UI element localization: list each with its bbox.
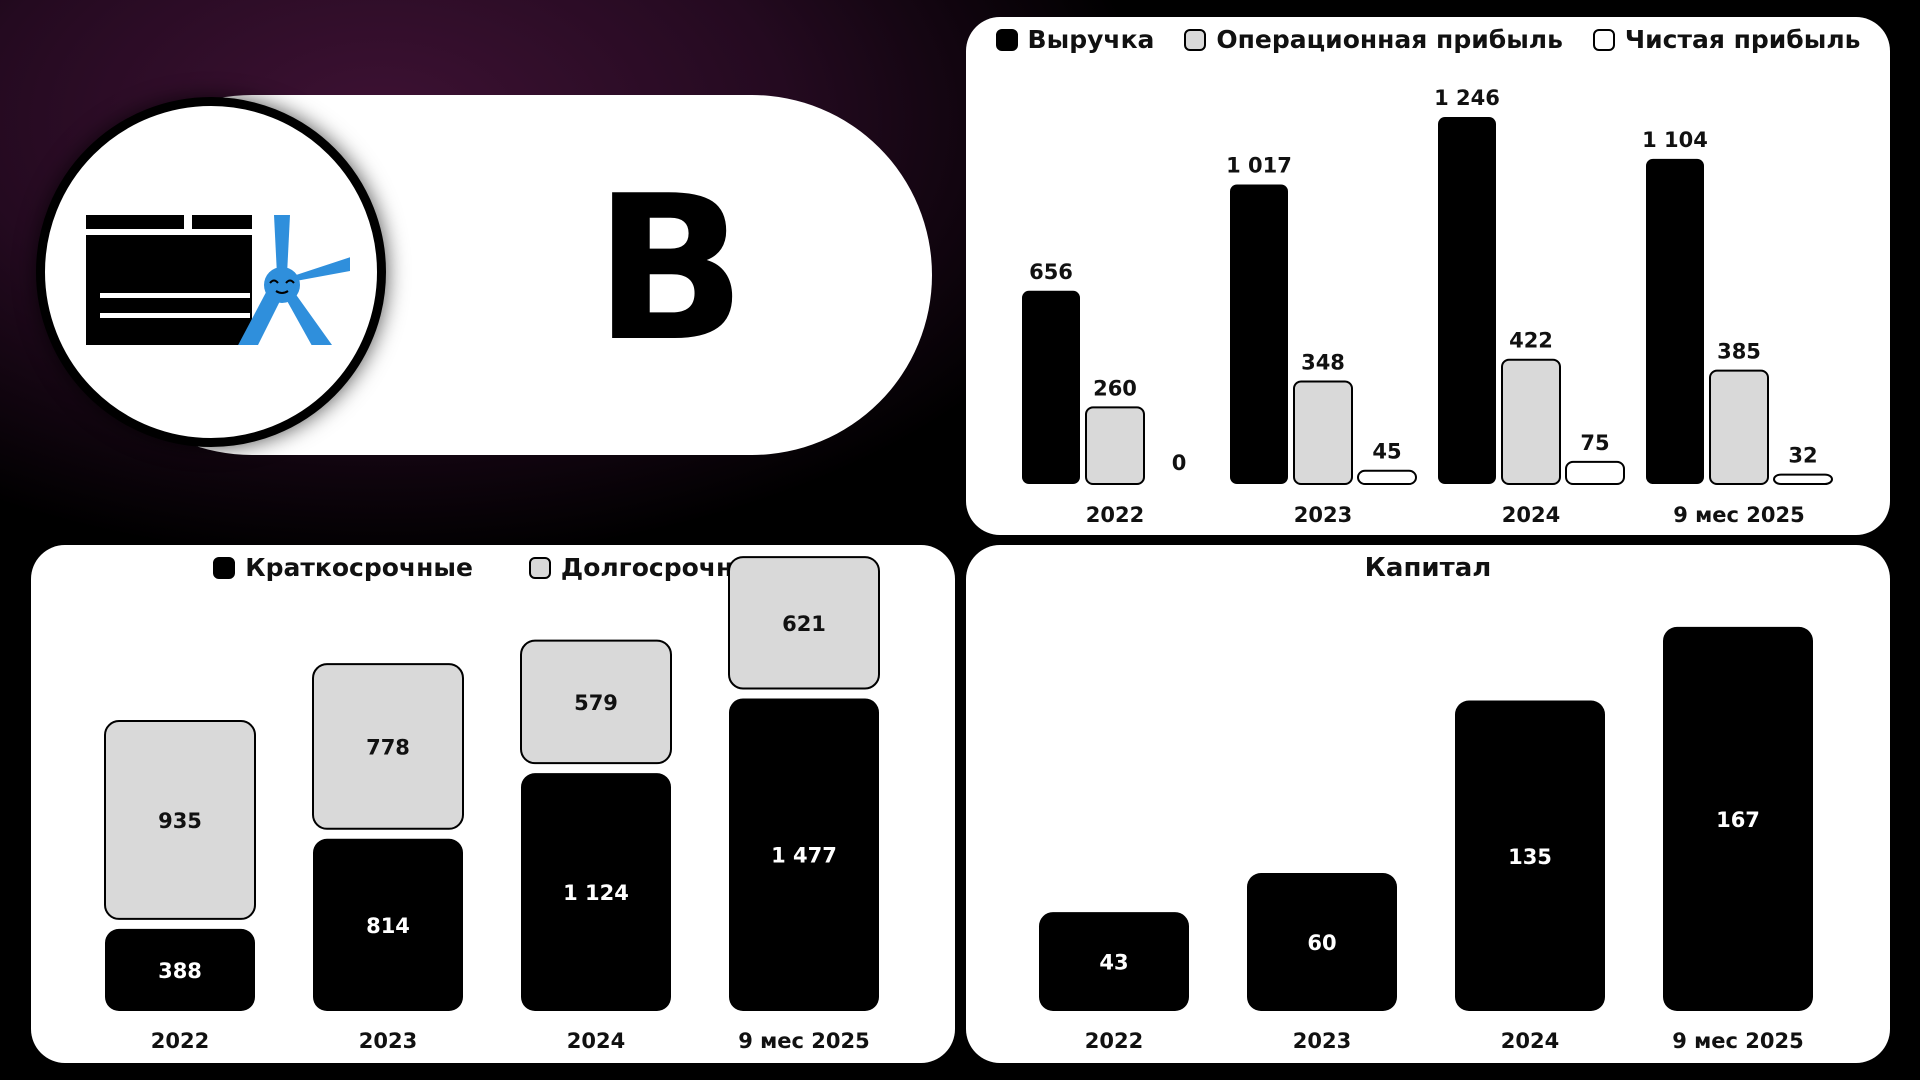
legend-label: Выручка: [1027, 25, 1155, 54]
bar: [1501, 358, 1561, 486]
data-label: 814: [366, 914, 410, 938]
data-label: 778: [366, 735, 410, 759]
bar-long-term: [520, 639, 672, 765]
bar-long-term: [728, 556, 880, 690]
data-label: 43: [1099, 951, 1128, 975]
bar-long-term: [312, 663, 464, 830]
bar-short-term: [521, 773, 671, 1011]
data-label: 75: [1580, 431, 1609, 455]
x-tick-label: 9 мес 2025: [1673, 503, 1805, 527]
bar: [1293, 380, 1353, 486]
data-label: 422: [1509, 329, 1553, 353]
bar: [1438, 117, 1496, 484]
legend-label: Чистая прибыль: [1624, 25, 1861, 54]
x-tick-label: 2022: [1086, 503, 1144, 527]
x-tick-label: 2024: [1501, 1029, 1559, 1053]
bar-long-term: [104, 720, 256, 920]
data-label: 1 477: [771, 844, 837, 868]
x-tick-label: 2023: [1293, 1029, 1351, 1053]
capital-chart: 43 2022 60 2023 135 2024 167 9 мес 2025: [1039, 626, 1813, 1053]
bar: [1022, 290, 1080, 484]
x-tick-label: 2023: [1294, 503, 1352, 527]
bar-short-term: [729, 698, 879, 1011]
data-label: 656: [1029, 260, 1073, 284]
data-label: 1 124: [563, 881, 629, 905]
bar: [1357, 469, 1417, 485]
x-tick-label: 2023: [359, 1029, 417, 1053]
data-label: 45: [1372, 440, 1401, 464]
bar: [1247, 873, 1397, 1011]
bar: [1709, 369, 1769, 485]
legend-swatch-gray: [528, 556, 551, 579]
data-label: 579: [574, 691, 618, 715]
bar-short-term: [313, 838, 463, 1011]
brand-letter: В: [593, 153, 747, 386]
bar: [1230, 184, 1288, 484]
legend-item-short-term: Краткосрочные: [213, 553, 473, 582]
legend-label: Операционная прибыль: [1216, 25, 1563, 54]
data-label: 621: [782, 612, 826, 636]
bar-short-term: [105, 928, 255, 1011]
income-chart-panel: Выручка Операционная прибыль Чистая приб…: [966, 17, 1890, 535]
bar: [1565, 460, 1625, 486]
income-legend: Выручка Операционная прибыль Чистая приб…: [966, 25, 1890, 54]
x-tick-label: 9 мес 2025: [738, 1029, 870, 1053]
data-label: 60: [1307, 931, 1336, 955]
bar: [1455, 700, 1605, 1011]
data-label: 388: [158, 959, 202, 983]
legend-item-operating-profit: Операционная прибыль: [1184, 25, 1563, 54]
data-label: 1 104: [1642, 128, 1708, 152]
data-label: 135: [1508, 845, 1552, 869]
x-tick-label: 2022: [1085, 1029, 1143, 1053]
x-tick-label: 9 мес 2025: [1672, 1029, 1804, 1053]
bar: [1039, 912, 1189, 1011]
legend-swatch-gray: [1184, 28, 1207, 51]
debt-chart: 388 935 2022 814 778 2023 1 124 579 2024 1 477 621…: [104, 556, 880, 1053]
data-label: 32: [1788, 444, 1817, 468]
bar: [1646, 158, 1704, 484]
company-logo-icon: [86, 215, 350, 345]
bar: [1773, 473, 1833, 485]
legend-swatch-black: [213, 556, 236, 579]
data-label: 0: [1172, 451, 1187, 475]
bar: [1085, 406, 1145, 485]
bar: [1663, 626, 1813, 1011]
income-chart: 656 260 0 2022 1 017 348 45 2023 1 246 422 75 2024 1…: [1022, 86, 1833, 527]
legend-swatch-white: [1592, 28, 1615, 51]
data-label: 348: [1301, 351, 1345, 375]
legend-swatch-black: [995, 28, 1018, 51]
capital-chart-panel: Капитал 43 2022 60 2023 135 2024 167 9 мес 2025: [966, 545, 1890, 1063]
capital-chart-title: Капитал: [1364, 553, 1492, 583]
data-label: 260: [1093, 376, 1137, 400]
legend-label: Краткосрочные: [245, 553, 473, 582]
x-tick-label: 2024: [567, 1029, 625, 1053]
data-label: 1 017: [1226, 153, 1292, 177]
x-tick-label: 2024: [1502, 503, 1560, 527]
x-tick-label: 2022: [151, 1029, 209, 1053]
data-label: 1 246: [1434, 86, 1500, 110]
data-label: 167: [1716, 808, 1760, 832]
data-label: 935: [158, 809, 202, 833]
legend-item-net-profit: Чистая прибыль: [1592, 25, 1861, 54]
legend-item-revenue: Выручка: [995, 25, 1155, 54]
debt-chart-panel: Краткосрочные Долгосрочные 388 935 2022 814…: [31, 545, 955, 1063]
data-label: 385: [1717, 340, 1761, 364]
